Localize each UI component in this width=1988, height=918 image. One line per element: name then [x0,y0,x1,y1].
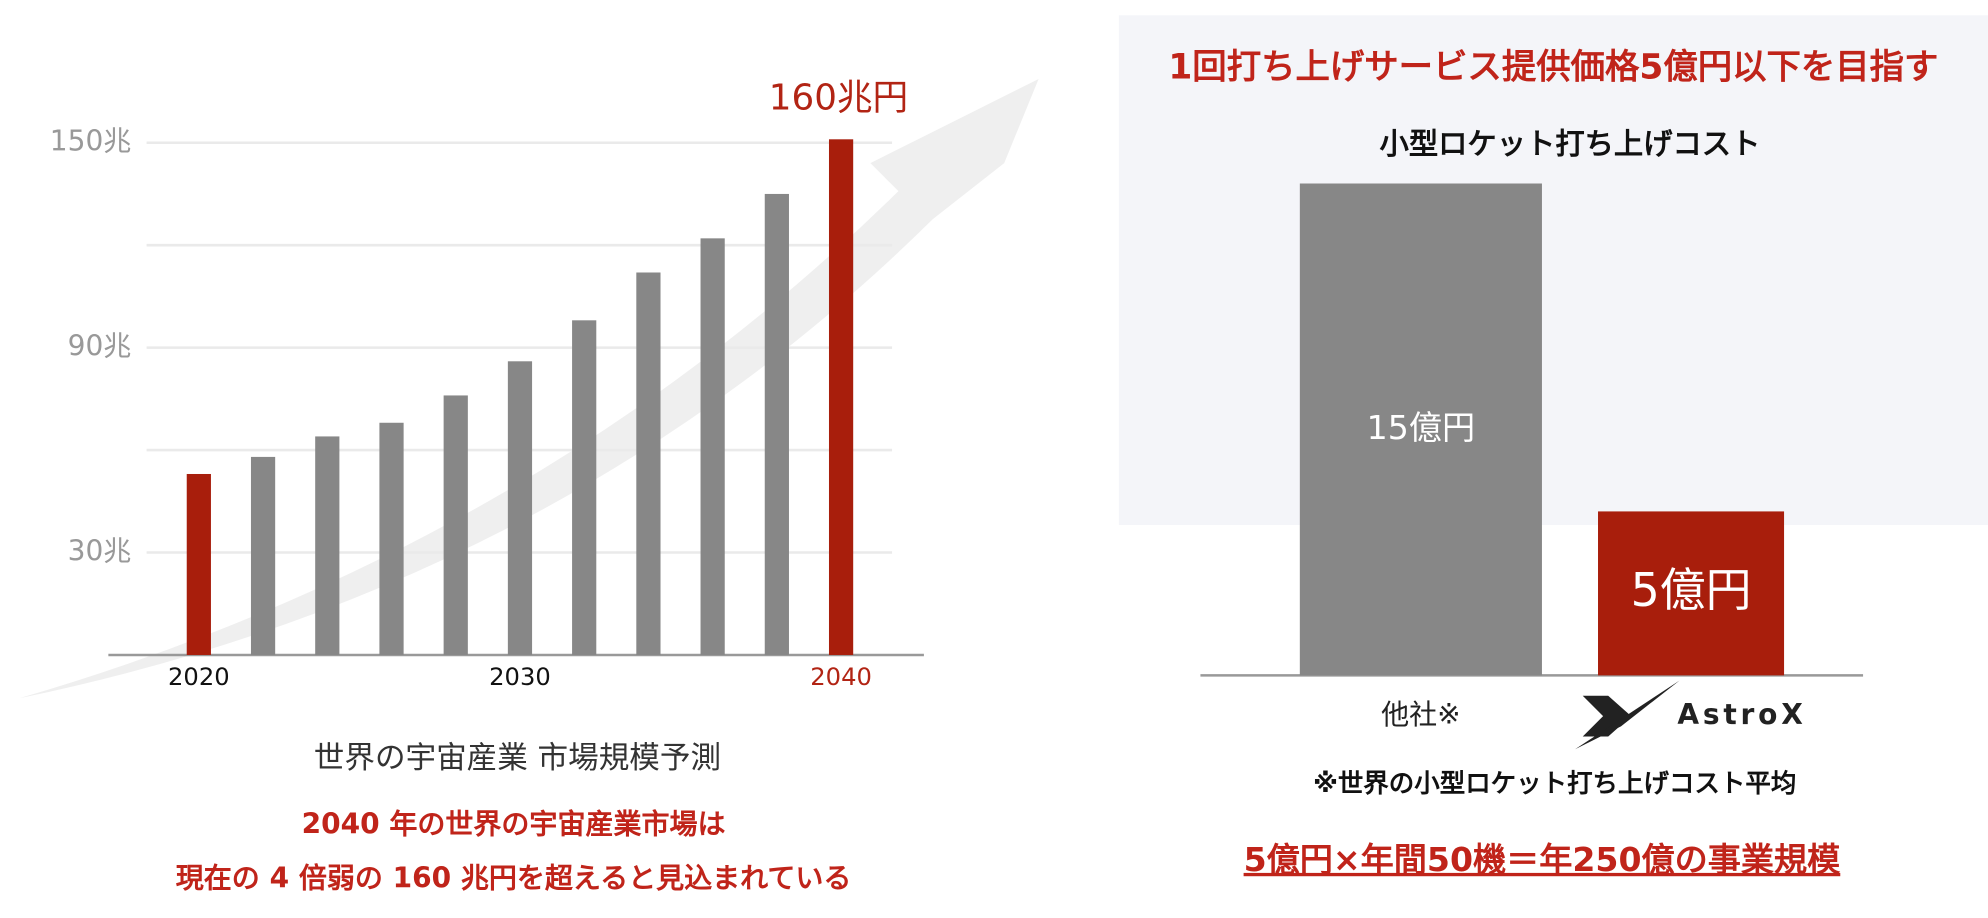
bar [828,139,854,655]
value-label: 5億円 [1631,563,1752,617]
bar [764,193,789,655]
caption: 2040 年の世界の宇宙産業市場は [302,808,726,841]
bar [379,422,404,655]
bar [315,436,340,655]
astrox-logo [1575,680,1680,750]
value-label: 15億円 [1367,408,1475,447]
footer: 5億円×年間50機＝年250億の事業規模 [1244,840,1842,879]
y-tick-label: 150兆 [50,125,132,158]
chart-subtitle: 小型ロケット打ち上げコスト [1380,127,1761,161]
note: ※世界の小型ロケット打ち上げコスト平均 [1313,769,1796,799]
x-tick-label: 2040 [810,663,872,691]
bar [572,320,597,655]
bar [507,361,533,655]
y-tick-label: 90兆 [68,330,132,363]
bar [250,456,276,655]
bar [186,473,211,655]
x-tick-label: 他社※ [1381,698,1461,731]
x-tick-label: 2030 [489,663,551,691]
x-tick-label: 2020 [168,663,230,691]
y-tick-label: 30兆 [68,535,132,568]
bar [700,238,725,655]
bar [1598,511,1785,676]
chart-title: 世界の宇宙産業 市場規模予測 [314,741,721,776]
panel-background [1118,15,1988,526]
bar [443,395,468,655]
annotation: 160兆円 [769,77,908,118]
growth-arrow [19,79,1039,699]
chart-title: 1回打ち上げサービス提供価格5億円以下を目指す [1168,47,1938,87]
bar [636,272,661,655]
caption: 現在の 4 倍弱の 160 兆円を超えると見込まれている [176,861,852,894]
x-tick-label: AstroX [1677,698,1806,731]
bar [1299,183,1542,676]
